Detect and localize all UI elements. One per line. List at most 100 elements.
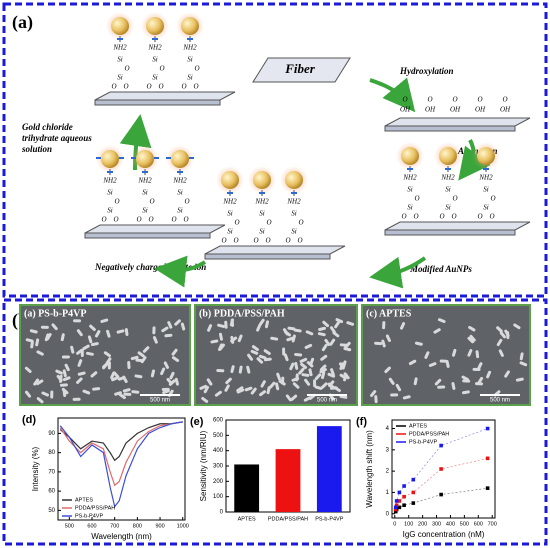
substrate — [204, 245, 346, 255]
nanorod — [496, 338, 503, 347]
y-tick-label: 600 — [213, 418, 224, 424]
nanorod — [44, 333, 50, 342]
nanorod — [142, 346, 150, 353]
substrate-edge — [94, 99, 221, 106]
chem-label: O — [158, 83, 163, 91]
nanorod — [287, 326, 296, 331]
fiber-shape — [252, 57, 351, 83]
panel-label: (a) — [12, 12, 33, 33]
scale-label: 500 nm — [490, 398, 510, 404]
nanorod — [107, 361, 111, 370]
chem-label: Si — [407, 186, 413, 194]
nanorod — [451, 382, 456, 390]
nanorod — [428, 362, 437, 367]
substrate-edge — [204, 253, 331, 260]
chem-label: O — [297, 237, 302, 245]
nanorod — [135, 358, 144, 363]
nanorod — [284, 330, 292, 337]
gold-np — [477, 147, 495, 165]
gold-np — [181, 17, 199, 35]
nanorod — [320, 382, 328, 389]
substrate-edge — [384, 125, 516, 132]
x-tick-label: 500 — [460, 521, 469, 527]
nanorod — [127, 360, 131, 369]
nanorod — [282, 347, 286, 356]
chem-label: O — [489, 213, 494, 221]
spectrum — [59, 421, 183, 508]
nanorod — [304, 343, 313, 349]
nanorod — [467, 336, 475, 344]
point — [485, 486, 490, 490]
nanorod — [294, 361, 299, 370]
nanorod — [283, 353, 289, 362]
nanorod — [258, 318, 265, 326]
chem-label: Si — [152, 74, 158, 82]
chem-label: O — [233, 237, 238, 245]
nanorod — [171, 356, 180, 362]
nanorod — [292, 382, 300, 389]
nanorod — [164, 333, 173, 338]
nanorod — [61, 387, 69, 395]
nanorod — [321, 343, 328, 352]
chem-label: O — [148, 216, 153, 224]
nanorod — [113, 371, 120, 379]
nanorod — [370, 390, 377, 397]
gold-np — [111, 17, 129, 35]
gold-np — [401, 147, 419, 165]
nanorod — [314, 373, 322, 381]
chem-label: O — [502, 96, 507, 104]
chem-label: O — [401, 213, 406, 221]
chem-label: O — [184, 198, 189, 206]
chem-label: Si — [177, 207, 183, 215]
nanorod — [152, 336, 158, 344]
nanorod — [451, 348, 457, 357]
nanorod — [385, 334, 391, 342]
chem-label: OH — [425, 106, 436, 114]
step-label: Hydroxylation — [399, 66, 454, 76]
y-tick-label: 100 — [213, 494, 224, 500]
nanorod — [278, 379, 286, 386]
nanorod — [335, 318, 344, 324]
nanorod — [321, 371, 326, 380]
y-tick-label: 200 — [213, 479, 224, 485]
nanorod — [102, 362, 109, 370]
y-tick-label: 0 — [386, 511, 390, 517]
chem-label: O — [266, 219, 271, 227]
nanorod — [51, 323, 58, 331]
nanorod — [72, 397, 81, 401]
chem-label: O — [113, 216, 118, 224]
nanorod — [472, 367, 481, 371]
chem-label: O — [101, 216, 106, 224]
gold-np — [285, 171, 303, 189]
nanorod — [506, 331, 510, 340]
y-tick-label: 1 — [386, 490, 390, 496]
point — [394, 499, 399, 503]
x-tick-label: PDDA/PSS/PAH — [268, 516, 308, 522]
chem-label: O — [439, 213, 444, 221]
nanorod — [402, 395, 411, 400]
nanorod — [70, 345, 75, 354]
legend-label: PS-b-P4VP — [409, 439, 437, 445]
x-tick-label: 800 — [133, 523, 142, 529]
charge — [117, 38, 123, 40]
nanorod — [304, 378, 311, 386]
chem-label: NH2 — [402, 174, 417, 182]
nanorod — [309, 357, 315, 366]
panel-b-frame — [2, 298, 548, 546]
nanorod — [344, 341, 351, 349]
charge — [107, 171, 113, 173]
nanorod — [343, 372, 350, 380]
nanorod — [118, 393, 126, 400]
chem-label: O — [111, 83, 116, 91]
nanorod — [327, 372, 336, 378]
point — [397, 499, 402, 503]
nanorod — [329, 338, 336, 346]
chem-label: O — [159, 65, 164, 73]
nanorod — [174, 377, 179, 386]
nanorod — [319, 368, 327, 374]
nanorod — [89, 324, 96, 331]
point — [394, 503, 399, 508]
nanorod — [414, 341, 423, 346]
nanorod — [461, 375, 469, 381]
nanorod — [82, 389, 91, 395]
